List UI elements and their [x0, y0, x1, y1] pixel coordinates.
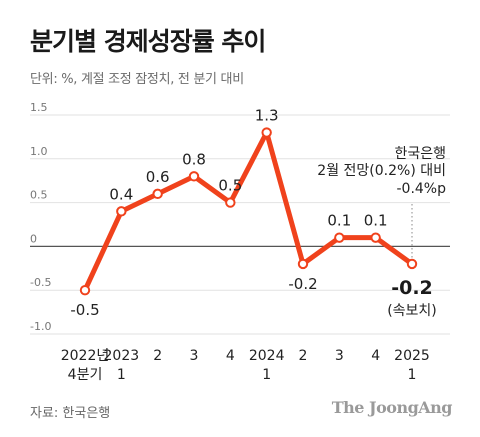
y-tick-label: 1.5	[30, 101, 48, 114]
brand-logo: The JoongAng	[331, 398, 453, 417]
data-point	[261, 127, 272, 138]
data-point	[225, 197, 236, 208]
data-point	[297, 258, 309, 270]
gridlines	[30, 114, 450, 335]
y-tick-label: 1.0	[30, 145, 48, 158]
y-tick-label: 0	[30, 232, 37, 245]
data-point	[370, 232, 381, 243]
data-point	[79, 285, 91, 296]
data-point	[334, 232, 345, 243]
data-label: 0.1	[327, 212, 351, 230]
y-tick-label: 0.5	[30, 189, 48, 202]
y-tick-label: -1.0	[30, 320, 51, 333]
y-axis-ticks: 1.5 1.0 0.5 0 -0.5 -1.0	[30, 101, 51, 333]
chart-title: 분기별 경제성장률 추이	[30, 27, 266, 56]
x-tick-label: 2022년	[61, 348, 110, 364]
data-label: 0.4	[109, 185, 133, 203]
chart-subtitle: 단위: %, 계절 조정 잠정치, 전 분기 대비	[30, 72, 244, 87]
data-point	[406, 258, 418, 270]
data-label: 0.1	[364, 212, 388, 230]
data-label: 0.5	[218, 177, 242, 195]
data-labels: -0.5 0.4 0.6 0.8 0.5 1.3 -0.2 0.1 0.1 -0.2 (속보치)	[70, 107, 436, 320]
annotation-line: 2월 전망(0.2%) 대비	[317, 163, 446, 179]
series-line	[82, 130, 415, 293]
data-label: -0.5	[70, 301, 99, 319]
source-note: 자료: 한국은행	[30, 406, 111, 421]
x-tick-label: 1	[408, 367, 417, 383]
data-label: -0.2	[288, 275, 317, 293]
annotation-line: -0.4%p	[396, 181, 446, 197]
x-tick-label: 1	[117, 367, 126, 383]
y-tick-label: -0.5	[30, 276, 51, 289]
data-label: 0.8	[182, 150, 206, 168]
x-tick-label: 3	[335, 348, 344, 364]
data-label: -0.2	[391, 277, 433, 299]
x-tick-label: 2023	[104, 348, 140, 364]
x-tick-label: 4분기	[68, 367, 103, 383]
x-tick-label: 4	[226, 348, 235, 364]
x-tick-label: 3	[190, 348, 199, 364]
growth-rate-line	[82, 130, 415, 293]
data-label: 1.3	[255, 107, 279, 125]
data-label: 0.6	[146, 168, 170, 186]
data-label-note: (속보치)	[387, 303, 437, 319]
data-point	[116, 206, 127, 217]
data-point	[188, 171, 200, 182]
x-tick-label: 2	[299, 348, 308, 364]
data-points	[79, 127, 418, 296]
x-tick-label: 2025	[394, 348, 430, 364]
annotation-line: 한국은행	[394, 146, 446, 162]
x-tick-label: 1	[262, 367, 271, 383]
x-tick-label: 2	[153, 348, 162, 364]
data-point	[152, 188, 163, 200]
x-tick-label: 2024	[249, 348, 285, 364]
x-tick-label: 4	[371, 348, 380, 364]
